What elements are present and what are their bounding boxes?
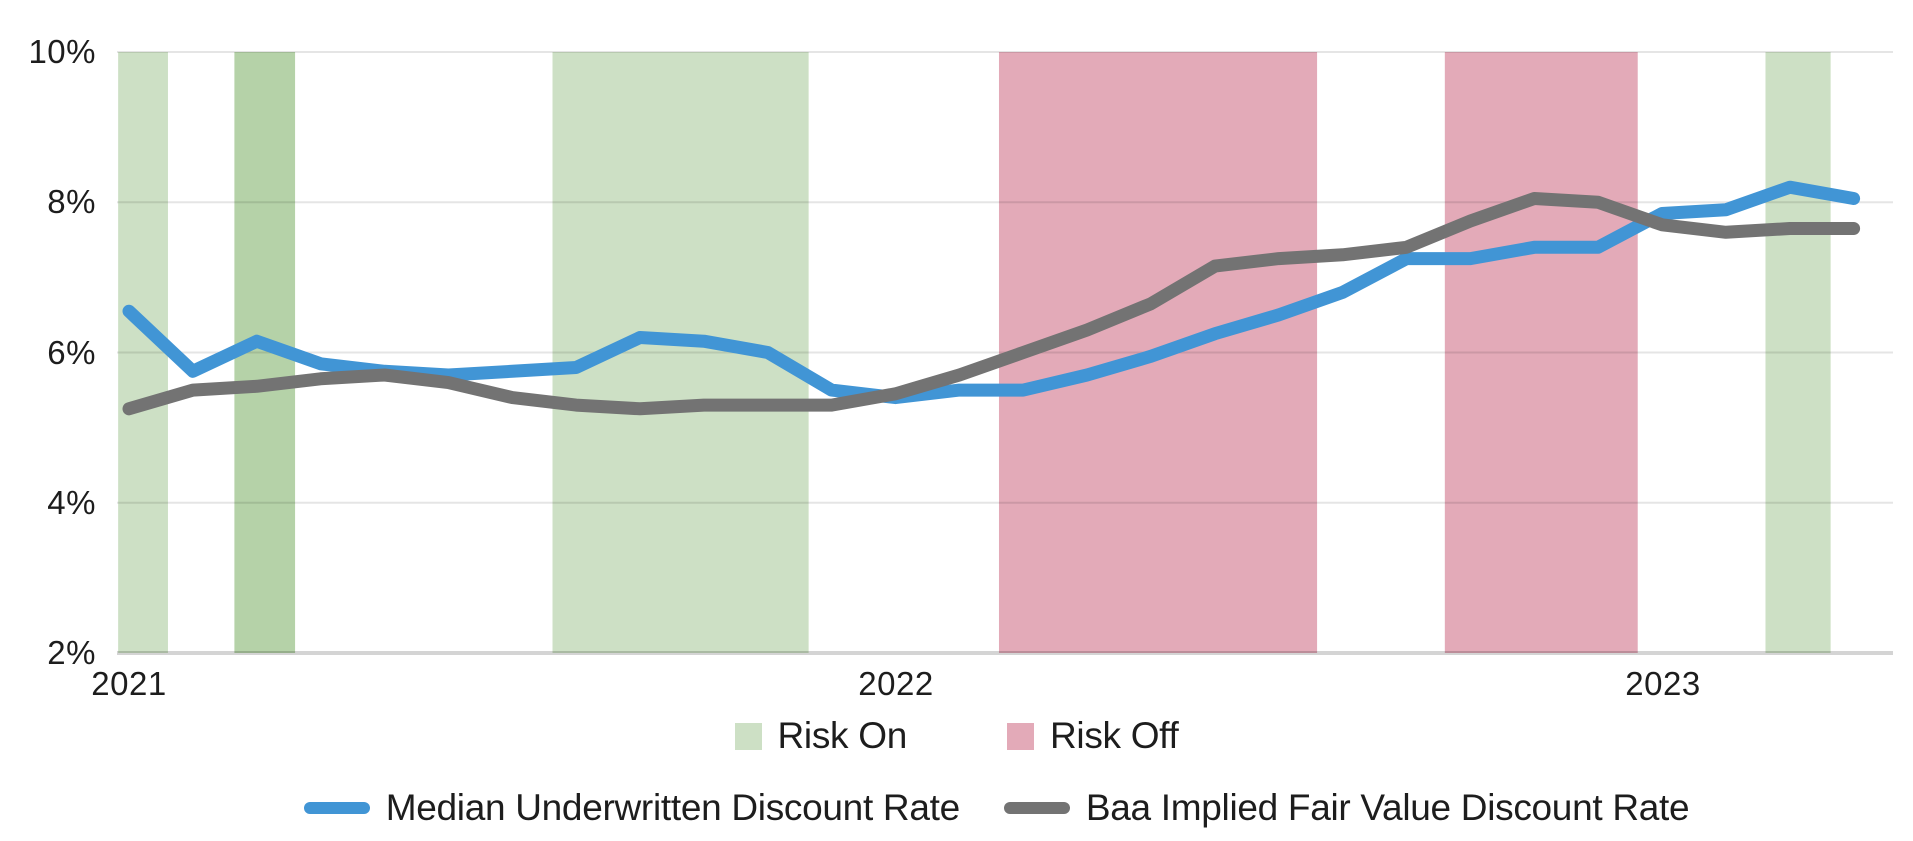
band-risk_on-5	[1765, 52, 1831, 653]
median-underwritten-label: Median Underwritten Discount Rate	[385, 787, 960, 828]
x-axis-label-2021: 2021	[91, 665, 167, 702]
legend-item-baa-implied: Baa Implied Fair Value Discount Rate	[1003, 786, 1690, 830]
x-axis-label-2023: 2023	[1625, 665, 1701, 702]
legend-item-median-underwritten: Median Underwritten Discount Rate	[303, 786, 960, 830]
y-axis-label-6pct: 6%	[47, 334, 96, 371]
y-axis-label-4pct: 4%	[47, 484, 96, 521]
median-underwritten-line-swatch	[303, 802, 370, 814]
legend-bands-row: Risk On Risk Off	[0, 714, 1913, 758]
baa-implied-line-swatch	[1003, 802, 1070, 814]
y-axis-label-2pct: 2%	[47, 634, 96, 671]
legend-series-row: Median Underwritten Discount Rate Baa Im…	[40, 784, 1913, 832]
y-axis-label-8pct: 8%	[47, 183, 96, 220]
band-risk_on-0	[118, 52, 168, 653]
legend-item-risk-on: Risk On	[734, 714, 908, 758]
risk-on-swatch	[734, 722, 762, 750]
y-axis-label-10pct: 10%	[28, 33, 96, 70]
series-line-1	[122, 192, 1861, 416]
x-axis-label-2022: 2022	[858, 665, 934, 702]
risk-on-label: Risk On	[777, 715, 908, 756]
risk-off-swatch	[1006, 722, 1034, 750]
band-risk_off-4	[1444, 52, 1638, 653]
risk-off-label: Risk Off	[1049, 715, 1179, 756]
baa-implied-label: Baa Implied Fair Value Discount Rate	[1085, 787, 1690, 828]
legend-item-risk-off: Risk Off	[1006, 714, 1179, 758]
